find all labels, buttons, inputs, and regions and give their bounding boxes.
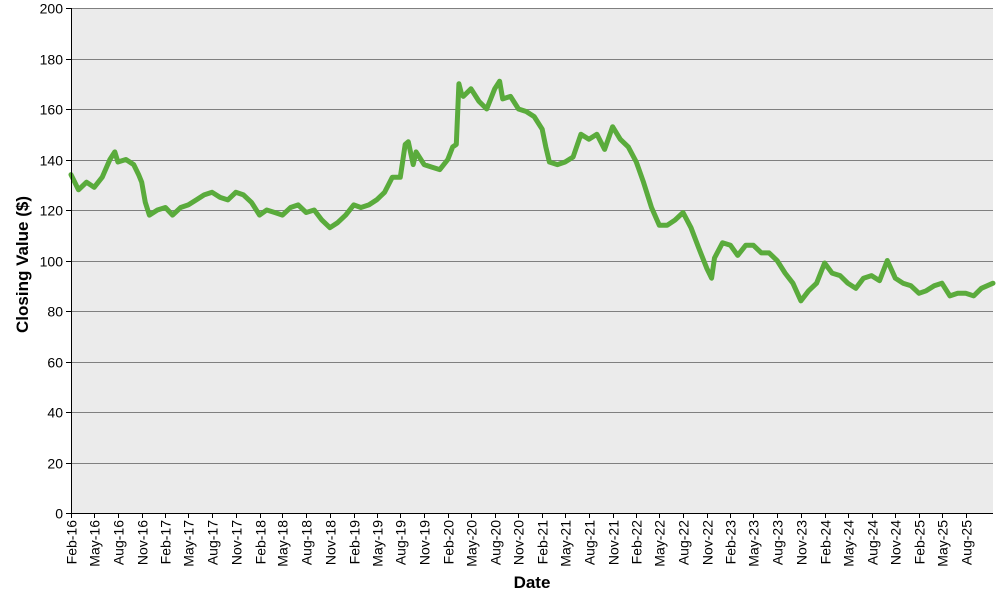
y-tick-label: 100 <box>40 254 64 270</box>
x-tick-label: May-19 <box>370 520 386 567</box>
x-tick-label: Nov-22 <box>700 520 716 565</box>
x-tick-label: May-16 <box>87 520 103 567</box>
x-axis-title: Date <box>514 573 551 592</box>
x-tick-label: May-25 <box>935 520 951 567</box>
x-tick-label: Feb-20 <box>441 520 457 565</box>
series-line-0 <box>68 78 996 304</box>
y-tick-label: 140 <box>40 153 64 169</box>
x-tick-label: Feb-22 <box>629 520 645 565</box>
x-tick-label: Feb-21 <box>535 520 551 565</box>
x-tick-label: Aug-20 <box>488 520 504 565</box>
x-tick-label: May-21 <box>558 520 574 567</box>
x-tick-label: Nov-20 <box>511 520 527 565</box>
x-tick-label: Nov-17 <box>229 520 245 565</box>
y-axis-ticks: 0 20 40 60 80 100 120 140 160 180 200 <box>40 1 71 522</box>
x-tick-label: Nov-19 <box>417 520 433 565</box>
x-tick-label: May-17 <box>181 520 197 567</box>
x-tick-label: Nov-18 <box>323 520 339 565</box>
y-tick-label: 200 <box>40 1 64 17</box>
x-tick-label: Aug-25 <box>959 520 975 565</box>
x-tick-label: Aug-21 <box>582 520 598 565</box>
y-tick-label: 160 <box>40 102 64 118</box>
x-tick-label: Feb-18 <box>253 520 269 565</box>
y-tick-label: 180 <box>40 52 64 68</box>
x-tick-label: Nov-24 <box>888 520 904 565</box>
x-tick-label: Feb-16 <box>64 520 80 565</box>
x-tick-label: May-22 <box>652 520 668 567</box>
y-tick-label: 0 <box>55 506 63 522</box>
y-tick-label: 80 <box>47 304 63 320</box>
x-tick-label: Aug-24 <box>865 520 881 565</box>
x-tick-label: Aug-18 <box>299 520 315 565</box>
x-tick-label: Feb-24 <box>818 520 834 565</box>
x-tick-label: Aug-17 <box>205 520 221 565</box>
x-tick-label: Feb-17 <box>158 520 174 565</box>
x-axis-ticks: Feb-16 May-16 Aug-16 Nov-16 Feb-17 May-17 Aug-… <box>64 513 975 567</box>
x-tick-label: Nov-23 <box>794 520 810 565</box>
x-tick-label: May-20 <box>464 520 480 567</box>
x-tick-label: Aug-23 <box>770 520 786 565</box>
y-tick-label: 40 <box>47 405 63 421</box>
y-tick-label: 20 <box>47 456 63 472</box>
x-tick-label: Feb-25 <box>912 520 928 565</box>
x-tick-label: Aug-22 <box>676 520 692 565</box>
y-tick-label: 60 <box>47 355 63 371</box>
x-tick-label: May-23 <box>746 520 762 567</box>
x-tick-label: Nov-21 <box>606 520 622 565</box>
x-tick-label: May-24 <box>841 520 857 567</box>
x-tick-label: Nov-16 <box>135 520 151 565</box>
x-tick-label: Feb-19 <box>347 520 363 565</box>
x-tick-label: May-18 <box>275 520 291 567</box>
x-tick-label: Aug-16 <box>111 520 127 565</box>
x-tick-label: Feb-23 <box>723 520 739 565</box>
y-tick-label: 120 <box>40 203 64 219</box>
plot-area <box>71 8 993 513</box>
series-layer <box>68 78 996 304</box>
gridlines <box>71 8 993 464</box>
x-tick-label: Aug-19 <box>393 520 409 565</box>
y-axis-title: Closing Value ($) <box>13 196 32 333</box>
